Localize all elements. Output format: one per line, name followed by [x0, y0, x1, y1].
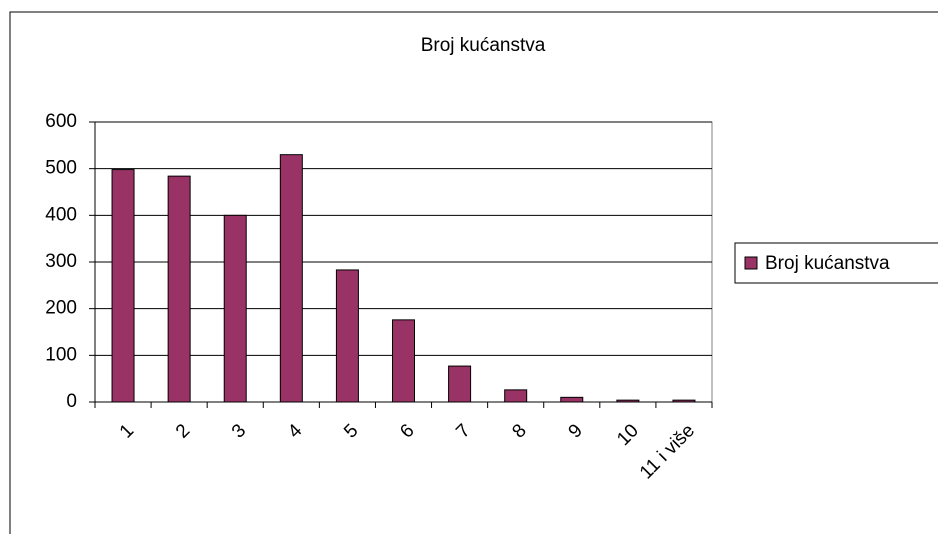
y-tick-label: 100	[45, 344, 77, 365]
bar	[167, 175, 191, 403]
y-tick-label: 500	[45, 158, 77, 179]
bar	[111, 169, 135, 403]
legend-label: Broj kućanstva	[765, 253, 890, 274]
bar	[560, 396, 584, 403]
legend-swatch	[744, 256, 758, 270]
bar	[335, 269, 359, 403]
y-tick-label: 600	[45, 111, 77, 132]
bar	[672, 399, 696, 403]
bar	[279, 154, 303, 403]
legend	[734, 242, 938, 284]
y-tick-label: 0	[66, 391, 77, 412]
bar	[504, 389, 528, 403]
bar	[616, 399, 640, 403]
bar	[223, 214, 247, 403]
y-tick-label: 400	[45, 204, 77, 225]
y-tick-label: 300	[45, 251, 77, 272]
y-tick-label: 200	[45, 298, 77, 319]
chart-title: Broj kućanstva	[421, 35, 546, 56]
bar	[392, 319, 415, 403]
bar	[448, 365, 472, 403]
